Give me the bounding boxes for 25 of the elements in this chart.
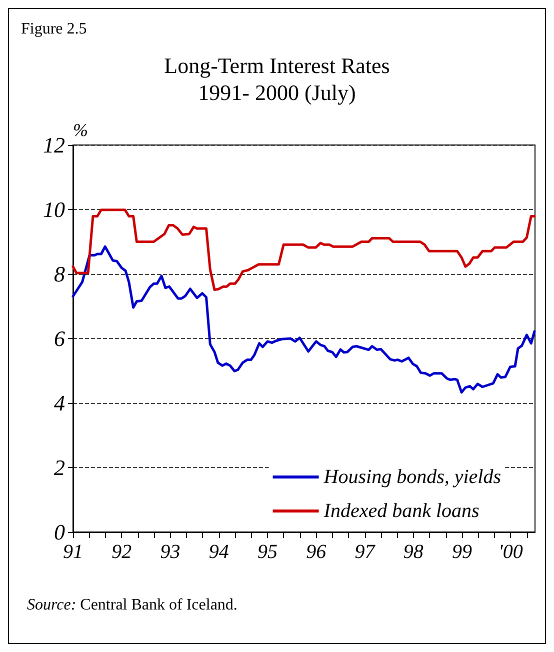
source-note: Source: Central Bank of Iceland.	[27, 596, 238, 614]
x-tick-label: 93	[160, 541, 180, 563]
x-tick-label: 92	[112, 541, 132, 563]
legend-label: Housing bonds, yields	[322, 466, 502, 488]
x-tick-label: '00	[498, 541, 523, 563]
chart-title: Long-Term Interest Rates 1991- 2000 (July)	[164, 53, 390, 105]
y-tick-label: 10	[43, 197, 65, 222]
y-tick-label: 12	[43, 132, 65, 158]
x-tick-label: 91	[63, 541, 83, 563]
x-tick-label: 98	[403, 541, 424, 563]
y-tick-label: 4	[54, 390, 65, 416]
x-tick-label: 99	[452, 541, 472, 563]
y-tick-label: 8	[54, 262, 65, 286]
x-tick-label: 94	[208, 541, 229, 563]
x-tick-label: 97	[354, 541, 376, 563]
x-tick-label: 96	[306, 541, 326, 563]
y-axis-title: %	[73, 120, 88, 140]
legend-label: Indexed bank loans	[322, 500, 480, 522]
line-series	[72, 245, 536, 394]
y-tick-label: 6	[54, 326, 65, 351]
x-tick-label: 95	[258, 541, 278, 563]
caption: Figure 2.5	[21, 20, 87, 38]
line-series	[72, 208, 536, 292]
y-tick-label: 0	[54, 520, 65, 544]
y-tick-label: 2	[54, 455, 65, 480]
